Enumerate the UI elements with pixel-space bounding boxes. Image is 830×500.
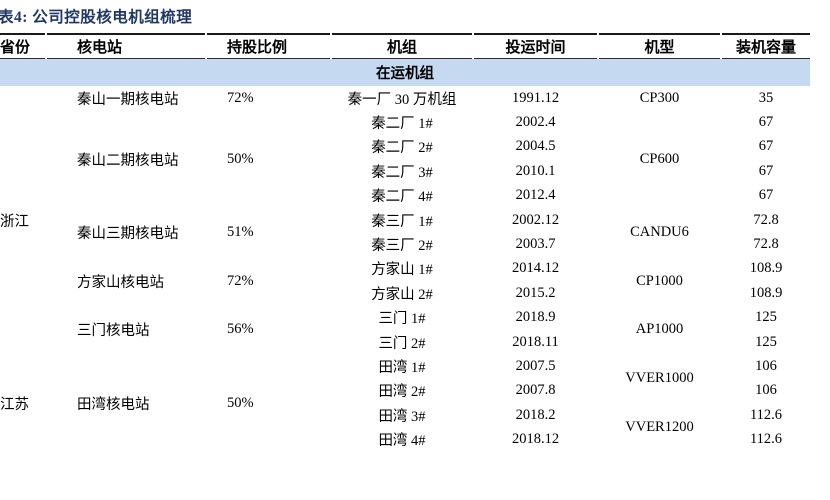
holding-cell: 50% <box>227 150 254 167</box>
date-cell: 2015.2 <box>515 284 556 301</box>
model-cell: VVER1200 <box>625 418 694 435</box>
unit-cell: 秦三厂 1# <box>371 213 433 230</box>
section-row-operating-units: 在运机组 <box>0 59 810 86</box>
date-cell: 2018.12 <box>511 431 560 448</box>
date-cell: 2018.2 <box>515 406 556 423</box>
unit-cell: 方家山 2# <box>371 286 433 303</box>
capacity-cell: 67 <box>758 138 774 155</box>
station-cell: 秦山三期核电站 <box>77 225 179 242</box>
unit-cell: 田湾 4# <box>378 433 426 450</box>
holding-cell: 56% <box>227 321 254 338</box>
station-cell: 三门核电站 <box>77 323 150 340</box>
unit-cell: 方家山 1# <box>371 262 433 279</box>
unit-cell: 秦一厂 30 万机组 <box>347 91 457 108</box>
model-cell: CANDU6 <box>630 223 689 240</box>
date-cell: 2012.4 <box>515 187 556 204</box>
date-cell: 2002.4 <box>515 114 556 131</box>
capacity-cell: 106 <box>755 357 777 374</box>
capacity-cell: 112.6 <box>749 431 783 448</box>
date-cell: 2003.7 <box>515 236 556 253</box>
col-header-holding: 持股比例 <box>207 33 330 59</box>
date-cell: 2007.8 <box>515 382 556 399</box>
model-cell: VVER1000 <box>625 370 694 387</box>
capacity-cell: 67 <box>758 114 774 131</box>
col-header-station: 核电站 <box>47 33 205 59</box>
capacity-cell: 106 <box>755 382 777 399</box>
unit-cell: 田湾 1# <box>378 359 426 376</box>
model-cell: CP300 <box>639 89 680 106</box>
station-cell: 方家山核电站 <box>77 274 164 291</box>
capacity-cell: 112.6 <box>749 406 783 423</box>
date-cell: 2004.5 <box>515 138 556 155</box>
col-header-model: 机型 <box>599 33 720 59</box>
unit-cell: 秦二厂 1# <box>371 116 433 133</box>
table-title: 表4: 公司控股核电机组梳理 <box>0 9 193 26</box>
col-header-province: 省份 <box>0 33 45 59</box>
col-header-capacity: 装机容量 <box>722 33 810 59</box>
units-table: 省份 核电站 持股比例 机组 投运时间 机型 装机容量 在运机组 浙江 江苏 秦… <box>0 33 810 452</box>
model-cell: CP1000 <box>636 272 683 289</box>
capacity-cell: 72.8 <box>753 211 779 228</box>
unit-cell: 秦二厂 2# <box>371 140 433 157</box>
holding-cell: 72% <box>227 89 254 106</box>
capacity-cell: 108.9 <box>749 284 783 301</box>
unit-cell: 三门 1# <box>378 311 426 328</box>
capacity-cell: 72.8 <box>753 236 779 253</box>
holding-cell: 51% <box>227 223 254 240</box>
unit-cell: 秦三厂 2# <box>371 238 433 255</box>
date-cell: 2018.11 <box>512 333 559 350</box>
station-cell: 秦山一期核电站 <box>77 91 179 108</box>
date-cell: 2010.1 <box>515 162 556 179</box>
date-cell: 2018.9 <box>515 309 556 326</box>
unit-cell: 秦二厂 4# <box>371 189 433 206</box>
capacity-cell: 35 <box>758 89 774 106</box>
station-cell: 田湾核电站 <box>77 396 150 413</box>
holding-cell: 50% <box>227 394 254 411</box>
date-cell: 1991.12 <box>511 89 560 106</box>
province-cell: 江苏 <box>0 396 29 413</box>
col-header-unit: 机组 <box>332 33 472 59</box>
capacity-cell: 125 <box>755 333 777 350</box>
date-cell: 2002.12 <box>511 211 560 228</box>
capacity-cell: 67 <box>758 187 774 204</box>
col-header-date: 投运时间 <box>474 33 597 59</box>
unit-cell: 田湾 3# <box>378 408 426 425</box>
date-cell: 2007.5 <box>515 357 556 374</box>
capacity-cell: 108.9 <box>749 260 783 277</box>
unit-cell: 田湾 2# <box>378 384 426 401</box>
date-cell: 2014.12 <box>511 260 560 277</box>
province-cell: 浙江 <box>0 213 29 230</box>
unit-cell: 三门 2# <box>378 335 426 352</box>
capacity-cell: 67 <box>758 162 774 179</box>
station-cell: 秦山二期核电站 <box>77 152 179 169</box>
holding-cell: 72% <box>227 272 254 289</box>
unit-cell: 秦二厂 3# <box>371 164 433 181</box>
model-cell: AP1000 <box>635 321 684 338</box>
model-cell: CP600 <box>639 150 680 167</box>
capacity-cell: 125 <box>755 309 777 326</box>
